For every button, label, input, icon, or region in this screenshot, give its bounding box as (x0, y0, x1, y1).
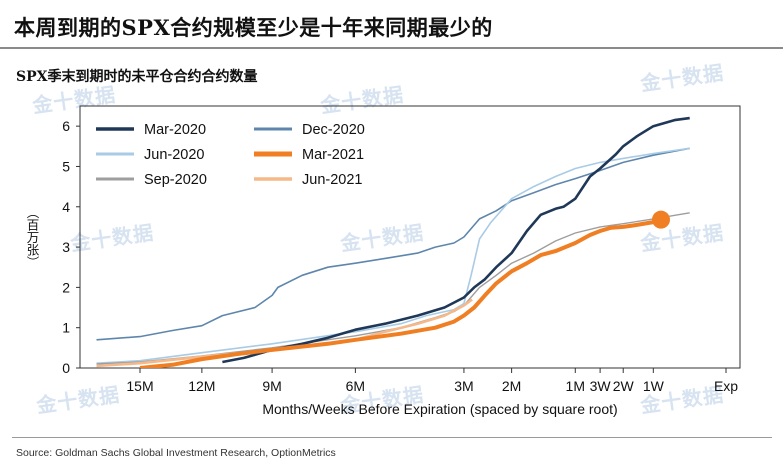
legend-label-jun-2021: Jun-2021 (302, 172, 362, 188)
legend-label-jun-2020: Jun-2020 (144, 147, 204, 163)
x-tick-label: 9M (262, 378, 281, 394)
y-tick-label: 6 (62, 118, 70, 134)
x-axis-label: Months/Weeks Before Expiration (spaced b… (262, 401, 617, 417)
legend-label-dec-2020: Dec-2020 (302, 122, 365, 138)
series-line-mar-2020 (222, 116, 690, 364)
y-tick-label: 1 (62, 320, 70, 336)
y-tick-label: 3 (62, 239, 70, 255)
series-line-mar-2021 (139, 217, 662, 368)
series-line-sep-2020 (96, 212, 690, 365)
x-tick-label: 3W (590, 378, 612, 394)
series-line-jun-2020 (96, 147, 690, 364)
x-tick-label: 15M (126, 378, 153, 394)
legend-label-mar-2020: Mar-2020 (144, 122, 206, 138)
x-tick-label: 6M (346, 378, 365, 394)
footer-rule (12, 437, 772, 438)
source-note: Source: Goldman Sachs Global Investment … (16, 447, 336, 459)
y-tick-label: 4 (62, 199, 70, 215)
series-line-dec-2020 (96, 147, 690, 341)
y-tick-label: 5 (62, 158, 70, 174)
series-line-jun-2021 (96, 298, 473, 368)
plot-frame (79, 105, 741, 369)
x-tick-label: 1W (643, 378, 665, 394)
x-tick-label: Exp (714, 378, 738, 394)
headline: 本周到期的SPX合约规模至少是十年来同期最少的 (14, 15, 493, 40)
x-tick-label: 12M (188, 378, 215, 394)
series-end-marker-mar-2021 (651, 210, 670, 229)
x-tick-label: 2W (613, 378, 635, 394)
title-rule (0, 47, 783, 49)
y-tick-label: 0 (62, 360, 70, 376)
legend-label-mar-2021: Mar-2021 (302, 147, 364, 163)
x-tick-label: 3M (454, 378, 473, 394)
chart-title: SPX季末到期时的未平仓合约合约数量 (16, 69, 258, 85)
y-tick-label: 2 (62, 279, 70, 295)
x-tick-label: 2M (502, 378, 521, 394)
legend-label-sep-2020: Sep-2020 (144, 172, 207, 188)
x-tick-label: 1M (566, 378, 585, 394)
y-axis-label: （百万张） (25, 206, 40, 269)
